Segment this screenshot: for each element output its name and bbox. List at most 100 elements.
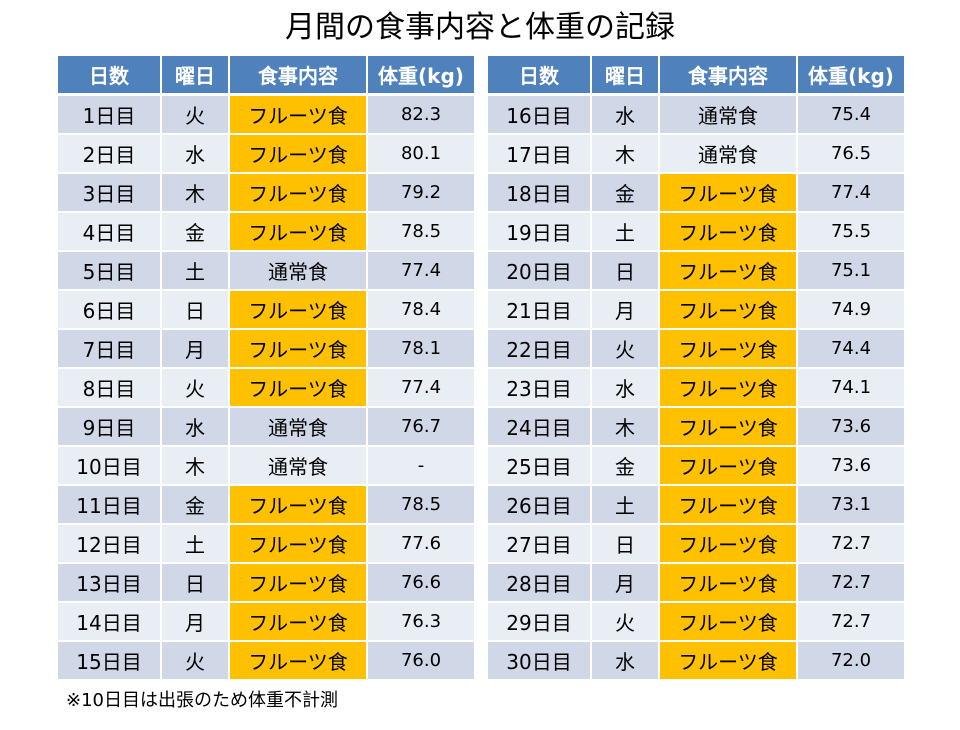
page-title: 月間の食事内容と体重の記録: [285, 10, 675, 45]
meal-cell: フルーツ食: [230, 486, 368, 525]
day-cell: 24日目: [488, 408, 592, 447]
weight-cell: 75.5: [798, 213, 904, 252]
weight-log-table-days-1-15: 日数 曜日 食事内容 体重(kg) 1日目火フルーツ食 82.3 2日目水フルーツ食…: [58, 56, 474, 681]
footnote: ※10日目は出張のため体重不計測: [66, 690, 338, 711]
day-cell: 11日目: [58, 486, 162, 525]
table-row: 5日目土通常食 77.4: [58, 252, 474, 291]
table-row: 13日目日フルーツ食 76.6: [58, 564, 474, 603]
day-cell: 19日目: [488, 213, 592, 252]
meal-cell: フルーツ食: [660, 564, 798, 603]
table-row: 16日目水通常食 75.4: [488, 96, 904, 135]
table-row: 19日目土フルーツ食 75.5: [488, 213, 904, 252]
meal-cell: フルーツ食: [230, 213, 368, 252]
weekday-cell: 月: [162, 330, 230, 369]
weight-cell: 76.3: [368, 603, 474, 642]
meal-cell: フルーツ食: [230, 525, 368, 564]
day-cell: 17日目: [488, 135, 592, 174]
table-row: 30日目水フルーツ食 72.0: [488, 642, 904, 681]
weight-cell: 75.1: [798, 252, 904, 291]
meal-cell: 通常食: [660, 96, 798, 135]
weekday-cell: 日: [592, 252, 660, 291]
meal-cell: フルーツ食: [230, 642, 368, 681]
meal-cell: フルーツ食: [660, 252, 798, 291]
table-row: 21日目月フルーツ食 74.9: [488, 291, 904, 330]
meal-cell: 通常食: [660, 135, 798, 174]
weight-cell: 73.1: [798, 486, 904, 525]
table-row: 25日目金フルーツ食 73.6: [488, 447, 904, 486]
table-row: 3日目木フルーツ食 79.2: [58, 174, 474, 213]
weight-cell: 72.7: [798, 525, 904, 564]
day-cell: 29日目: [488, 603, 592, 642]
table-row: 20日目日フルーツ食 75.1: [488, 252, 904, 291]
weekday-cell: 土: [162, 525, 230, 564]
weekday-cell: 水: [592, 369, 660, 408]
weekday-cell: 水: [592, 96, 660, 135]
meal-cell: フルーツ食: [230, 291, 368, 330]
day-cell: 5日目: [58, 252, 162, 291]
weight-cell: 75.4: [798, 96, 904, 135]
weight-cell: 78.5: [368, 213, 474, 252]
meal-cell: フルーツ食: [230, 564, 368, 603]
weekday-cell: 月: [592, 291, 660, 330]
table-body-left: 1日目火フルーツ食 82.3 2日目水フルーツ食 80.1 3日目木フルーツ食 79.2 4…: [58, 96, 474, 681]
day-cell: 3日目: [58, 174, 162, 213]
weight-cell: -: [368, 447, 474, 486]
table-row: 28日目月フルーツ食 72.7: [488, 564, 904, 603]
table-row: 23日目水フルーツ食 74.1: [488, 369, 904, 408]
meal-cell: フルーツ食: [660, 408, 798, 447]
table-row: 27日目日フルーツ食 72.7: [488, 525, 904, 564]
weekday-cell: 水: [162, 135, 230, 174]
table-row: 9日目水通常食 76.7: [58, 408, 474, 447]
day-cell: 28日目: [488, 564, 592, 603]
meal-cell: 通常食: [230, 447, 368, 486]
day-cell: 20日目: [488, 252, 592, 291]
table-header-row: 日数 曜日 食事内容 体重(kg): [488, 56, 904, 96]
weekday-cell: 月: [592, 564, 660, 603]
day-cell: 6日目: [58, 291, 162, 330]
weight-cell: 77.6: [368, 525, 474, 564]
table-row: 4日目金フルーツ食 78.5: [58, 213, 474, 252]
meal-cell: フルーツ食: [660, 642, 798, 681]
weekday-cell: 火: [162, 96, 230, 135]
day-cell: 14日目: [58, 603, 162, 642]
meal-cell: フルーツ食: [230, 369, 368, 408]
table-row: 15日目火フルーツ食 76.0: [58, 642, 474, 681]
weekday-cell: 水: [592, 642, 660, 681]
day-cell: 26日目: [488, 486, 592, 525]
weekday-cell: 火: [162, 369, 230, 408]
weekday-cell: 日: [162, 564, 230, 603]
meal-cell: フルーツ食: [230, 135, 368, 174]
table-row: 11日目金フルーツ食 78.5: [58, 486, 474, 525]
meal-cell: フルーツ食: [660, 603, 798, 642]
weight-cell: 77.4: [368, 369, 474, 408]
weight-cell: 73.6: [798, 408, 904, 447]
day-cell: 15日目: [58, 642, 162, 681]
day-cell: 2日目: [58, 135, 162, 174]
weekday-cell: 木: [162, 174, 230, 213]
table-row: 6日目日フルーツ食 78.4: [58, 291, 474, 330]
day-cell: 9日目: [58, 408, 162, 447]
weekday-cell: 金: [592, 174, 660, 213]
day-cell: 23日目: [488, 369, 592, 408]
meal-cell: フルーツ食: [660, 486, 798, 525]
day-cell: 13日目: [58, 564, 162, 603]
weight-cell: 76.5: [798, 135, 904, 174]
table-row: 7日目月フルーツ食 78.1: [58, 330, 474, 369]
meal-cell: フルーツ食: [660, 213, 798, 252]
header-weekday: 曜日: [162, 56, 230, 96]
day-cell: 1日目: [58, 96, 162, 135]
weight-cell: 78.1: [368, 330, 474, 369]
table-row: 12日目土フルーツ食 77.6: [58, 525, 474, 564]
meal-cell: フルーツ食: [230, 330, 368, 369]
weight-cell: 76.6: [368, 564, 474, 603]
weekday-cell: 水: [162, 408, 230, 447]
weight-cell: 78.4: [368, 291, 474, 330]
weekday-cell: 金: [592, 447, 660, 486]
table-body-right: 16日目水通常食 75.4 17日目木通常食 76.5 18日目金フルーツ食 77.4 19…: [488, 96, 904, 681]
weight-cell: 78.5: [368, 486, 474, 525]
meal-cell: 通常食: [230, 252, 368, 291]
table-row: 1日目火フルーツ食 82.3: [58, 96, 474, 135]
weight-cell: 72.7: [798, 603, 904, 642]
weight-cell: 76.7: [368, 408, 474, 447]
weight-cell: 80.1: [368, 135, 474, 174]
